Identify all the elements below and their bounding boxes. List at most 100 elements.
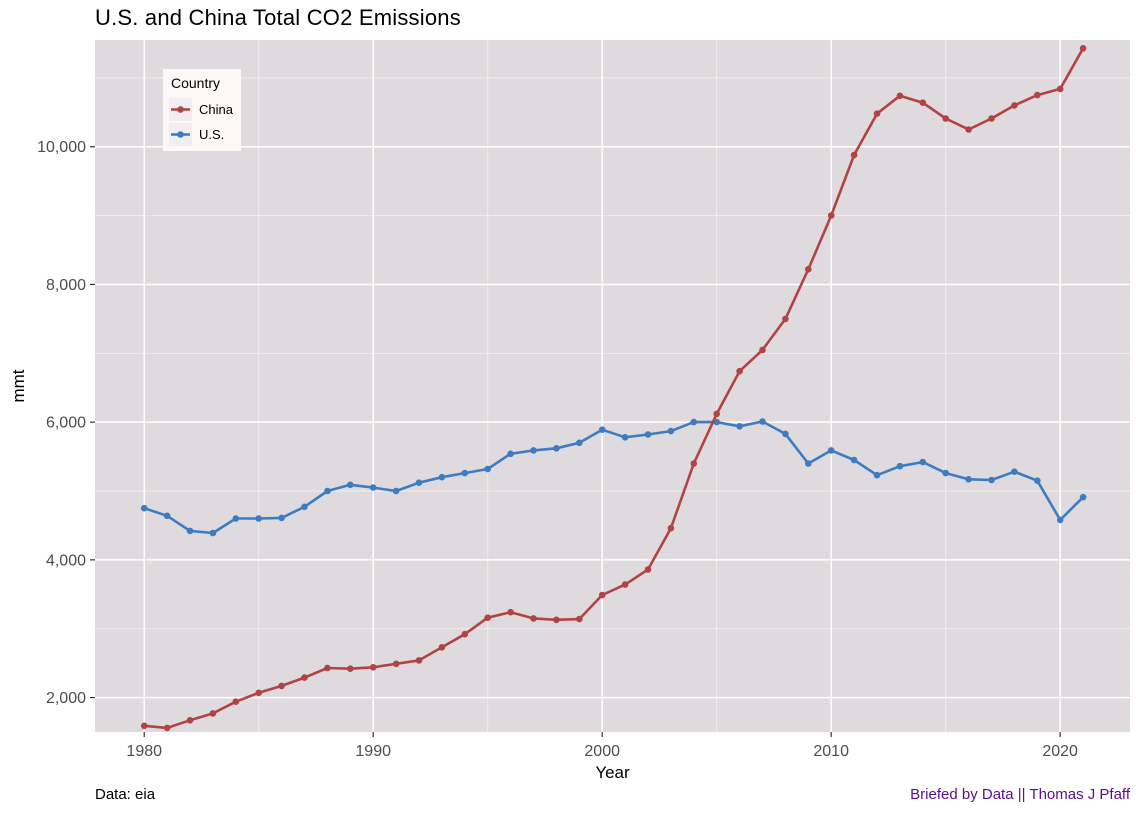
data-point-us bbox=[369, 484, 377, 491]
data-point-china bbox=[484, 614, 492, 621]
data-point-us bbox=[415, 479, 423, 487]
data-point-us bbox=[919, 458, 927, 466]
legend-label-us: U.S. bbox=[199, 127, 225, 142]
data-point-china bbox=[873, 110, 881, 117]
legend-label-china: China bbox=[199, 102, 233, 117]
data-point-us bbox=[873, 471, 881, 479]
legend: Country China U.S. bbox=[163, 69, 241, 151]
data-point-us bbox=[690, 418, 698, 426]
data-point-us bbox=[827, 447, 835, 454]
x-tick-label: 1980 bbox=[126, 743, 162, 760]
data-point-us bbox=[1079, 493, 1087, 501]
data-point-us bbox=[301, 503, 308, 511]
data-point-china bbox=[965, 126, 972, 133]
data-point-us bbox=[759, 418, 766, 425]
x-tick-label: 1990 bbox=[355, 743, 391, 760]
x-tick-label: 2000 bbox=[584, 743, 620, 760]
data-point-china bbox=[553, 616, 560, 624]
data-point-us bbox=[278, 514, 285, 522]
y-tick-label: 10,000 bbox=[37, 139, 86, 156]
data-point-china bbox=[667, 524, 675, 532]
data-point-china bbox=[415, 657, 423, 664]
data-point-us bbox=[186, 527, 194, 535]
data-point-us bbox=[1034, 477, 1041, 485]
data-point-us bbox=[530, 447, 537, 454]
data-point-us bbox=[347, 481, 354, 489]
data-point-us bbox=[324, 487, 331, 495]
data-point-us bbox=[621, 434, 629, 441]
data-point-china bbox=[621, 581, 629, 588]
series-line-china bbox=[142, 47, 1085, 730]
panel-background bbox=[95, 40, 1130, 732]
series-line-us bbox=[142, 420, 1085, 535]
data-point-us bbox=[667, 427, 675, 435]
data-point-china bbox=[919, 99, 927, 106]
y-tick-label: 2,000 bbox=[46, 690, 86, 707]
legend-item-china: China bbox=[169, 97, 241, 122]
data-point-us bbox=[782, 430, 789, 438]
data-point-china bbox=[507, 608, 514, 616]
legend-title: Country bbox=[171, 75, 221, 91]
data-point-china bbox=[827, 212, 835, 219]
data-point-china bbox=[1034, 91, 1041, 99]
data-point-us bbox=[553, 445, 560, 452]
data-point-us bbox=[232, 515, 240, 522]
legend-item-us: U.S. bbox=[169, 122, 241, 147]
data-point-china bbox=[942, 115, 949, 122]
data-point-china bbox=[301, 674, 308, 681]
data-point-china bbox=[278, 682, 285, 690]
data-point-china bbox=[896, 92, 904, 100]
data-point-china bbox=[782, 315, 789, 323]
chart-title: U.S. and China Total CO2 Emissions bbox=[95, 5, 461, 30]
data-point-us bbox=[598, 426, 606, 434]
data-point-us bbox=[507, 450, 514, 458]
data-point-us bbox=[484, 465, 492, 473]
data-point-china bbox=[690, 460, 698, 467]
y-tick-label: 8,000 bbox=[46, 277, 86, 294]
data-point-us bbox=[209, 529, 217, 537]
data-point-us bbox=[1011, 468, 1018, 476]
attribution-note: Briefed by Data || Thomas J Pfaff bbox=[910, 786, 1130, 803]
data-point-china bbox=[736, 367, 743, 375]
legend-key-point bbox=[177, 106, 184, 113]
legend-key-point bbox=[177, 131, 184, 138]
y-tick-label: 4,000 bbox=[46, 552, 86, 569]
data-point-china bbox=[644, 566, 652, 573]
data-point-us bbox=[850, 456, 858, 464]
data-point-china bbox=[255, 689, 262, 697]
data-point-us bbox=[942, 469, 949, 477]
data-point-china bbox=[461, 630, 469, 638]
china-line-swatch-icon bbox=[169, 98, 192, 121]
y-axis-title: mmt bbox=[9, 369, 28, 403]
data-point-china bbox=[1079, 45, 1087, 52]
us-line-swatch-icon bbox=[169, 123, 192, 146]
data-point-china bbox=[759, 346, 766, 354]
data-point-china bbox=[232, 698, 240, 705]
data-point-us bbox=[1056, 516, 1064, 524]
data-point-china bbox=[1011, 102, 1018, 109]
data-point-us bbox=[392, 487, 400, 495]
data-point-china bbox=[530, 615, 537, 622]
data-point-china bbox=[369, 664, 377, 671]
data-point-china bbox=[438, 644, 446, 651]
data-point-china bbox=[1056, 85, 1064, 93]
data-point-china bbox=[347, 665, 354, 672]
data-point-us bbox=[805, 460, 812, 467]
y-tick-label: 6,000 bbox=[46, 415, 86, 432]
data-point-us bbox=[988, 476, 995, 484]
data-point-us bbox=[140, 504, 148, 512]
data-point-china bbox=[209, 710, 217, 717]
data-point-us bbox=[576, 439, 583, 447]
data-point-china bbox=[140, 722, 148, 730]
data-point-us bbox=[644, 431, 652, 438]
data-point-china bbox=[163, 724, 171, 732]
data-point-china bbox=[324, 664, 331, 672]
x-tick-label: 2020 bbox=[1042, 743, 1078, 760]
data-point-china bbox=[805, 266, 812, 273]
data-point-us bbox=[736, 423, 743, 430]
data-point-china bbox=[576, 615, 583, 623]
data-point-us bbox=[163, 512, 171, 520]
data-point-us bbox=[255, 515, 262, 522]
